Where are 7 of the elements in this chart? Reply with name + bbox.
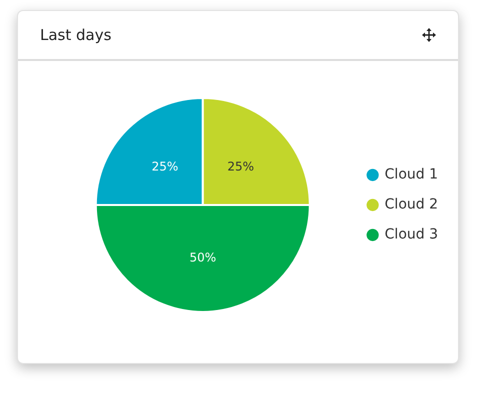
data-label: 25%	[227, 159, 254, 174]
legend-label: Cloud 3	[384, 226, 438, 243]
data-label: 50%	[189, 250, 216, 265]
legend-label: Cloud 1	[384, 166, 438, 183]
legend-label: Cloud 2	[384, 196, 438, 213]
chart-title: Last days	[40, 26, 112, 44]
data-label: 25%	[152, 159, 178, 174]
